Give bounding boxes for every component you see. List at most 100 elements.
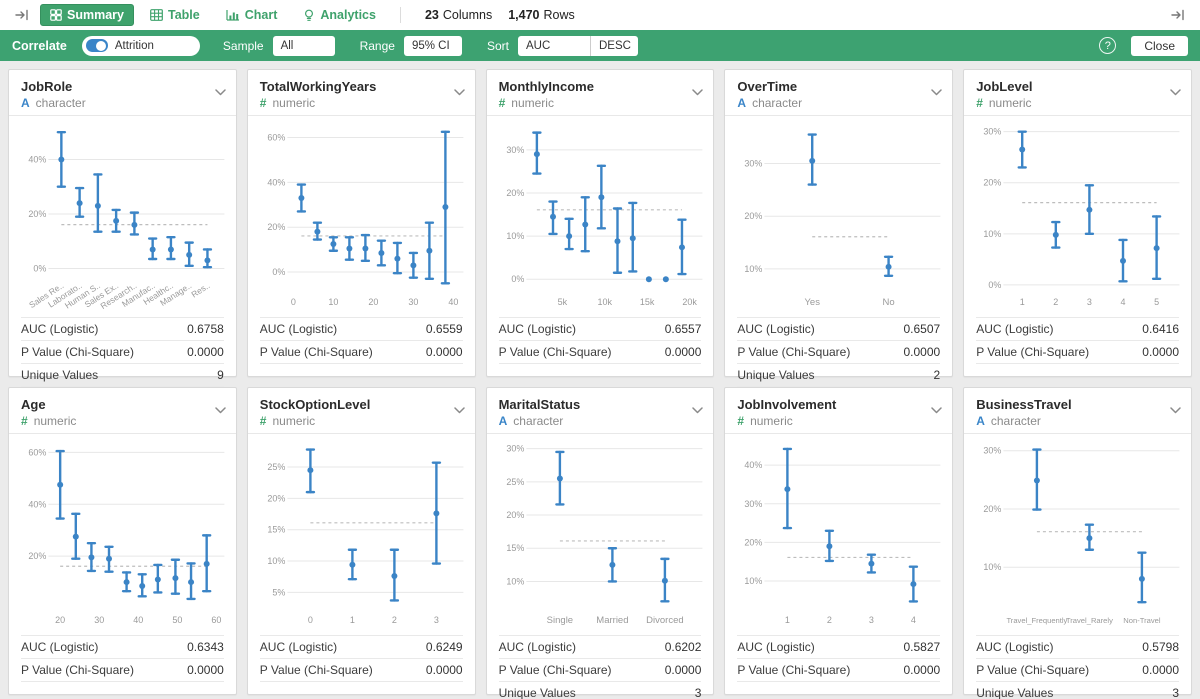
card-type-label: character: [35, 96, 86, 110]
errorbar-chart: 10% 20% 30% 40% 1 2 3 4: [745, 447, 941, 625]
stat-value: 2: [933, 368, 941, 382]
svg-text:10%: 10%: [745, 264, 763, 274]
stat-row: AUC (Logistic) 0.5798: [976, 635, 1179, 658]
range-select[interactable]: 95% CI: [403, 35, 462, 56]
svg-text:10k: 10k: [597, 297, 612, 307]
stat-row: AUC (Logistic) 0.6557: [498, 317, 702, 340]
tab-analytics[interactable]: Analytics: [293, 4, 386, 26]
stat-label: P Value (Chi-Square): [976, 345, 1090, 359]
card-title: MaritalStatus: [498, 397, 581, 412]
chevron-down-icon[interactable]: [1170, 401, 1181, 419]
svg-text:0%: 0%: [33, 264, 46, 274]
stat-row: P Value (Chi-Square) 0.0000: [737, 658, 941, 682]
sort-label: Sort: [486, 38, 509, 53]
stat-value: 0.6343: [187, 640, 224, 654]
close-button-label: Close: [1144, 38, 1175, 53]
tab-chart-label: Chart: [244, 8, 278, 22]
svg-text:20%: 20%: [745, 537, 763, 547]
stat-value: 0.6249: [425, 640, 463, 654]
card-title: MonthlyIncome: [498, 79, 594, 94]
stat-value: 0.0000: [903, 345, 941, 359]
stat-row: Unique Values 2: [737, 363, 941, 387]
character-type-icon: A: [21, 96, 30, 110]
chevron-down-icon[interactable]: [931, 401, 942, 419]
stat-value: 0.0000: [903, 663, 941, 677]
card-type-row: # numeric: [260, 96, 463, 110]
chevron-down-icon[interactable]: [215, 83, 226, 101]
sort-field-select[interactable]: AUC: [517, 35, 590, 56]
tab-summary[interactable]: Summary: [40, 4, 134, 26]
card-type-row: # numeric: [976, 96, 1179, 110]
svg-text:25%: 25%: [267, 462, 285, 472]
svg-text:5k: 5k: [557, 297, 567, 307]
chevron-down-icon[interactable]: [453, 83, 465, 101]
tab-chart[interactable]: Chart: [216, 4, 288, 26]
numeric-type-icon: #: [21, 414, 28, 428]
sample-select[interactable]: All: [272, 35, 335, 56]
svg-text:20%: 20%: [267, 222, 285, 232]
stat-value: 0.5798: [1142, 640, 1179, 654]
chevron-down-icon[interactable]: [931, 83, 942, 101]
stat-row: AUC (Logistic) 0.6202: [498, 635, 702, 658]
stat-label: P Value (Chi-Square): [737, 663, 851, 677]
help-icon[interactable]: ?: [1099, 37, 1117, 54]
tab-table[interactable]: Table: [140, 4, 210, 26]
stat-row: AUC (Logistic) 0.6343: [21, 635, 224, 658]
numeric-type-icon: #: [737, 414, 745, 428]
svg-text:60%: 60%: [28, 447, 46, 457]
stat-row: Unique Values 3: [976, 681, 1179, 699]
svg-text:10%: 10%: [267, 556, 285, 566]
svg-text:0: 0: [308, 615, 313, 625]
tab-table-label: Table: [167, 8, 200, 22]
sample-value: All: [280, 39, 294, 52]
stat-row: P Value (Chi-Square) 0.0000: [737, 340, 941, 363]
stat-value: 0.0000: [187, 345, 224, 359]
svg-text:Single: Single: [546, 615, 572, 626]
svg-text:0%: 0%: [272, 267, 285, 277]
chevron-down-icon[interactable]: [215, 401, 226, 419]
numeric-type-icon: #: [976, 96, 983, 110]
collapse-right-panel-icon[interactable]: [1166, 4, 1190, 26]
tab-summary-label: Summary: [67, 8, 124, 22]
correlate-toolbar: Correlate Attrition Sample All Range 95%…: [0, 30, 1200, 61]
card-type-label: character: [990, 414, 1041, 428]
errorbar-chart: 10% 20% 30% Yes No: [745, 133, 941, 308]
svg-text:30%: 30%: [506, 145, 524, 155]
svg-text:20%: 20%: [984, 178, 1002, 188]
collapse-left-panel-icon[interactable]: [10, 4, 34, 26]
card-chart: 10% 15% 20% 25% 30% Single Married Divorced: [487, 434, 714, 635]
chevron-down-icon[interactable]: [692, 83, 704, 101]
card-type-label: numeric: [272, 96, 316, 110]
stat-label: Unique Values: [498, 686, 576, 699]
sort-direction-select[interactable]: DESC: [589, 35, 638, 56]
svg-text:10%: 10%: [984, 562, 1002, 572]
stat-value: 3: [1172, 686, 1179, 699]
svg-text:50: 50: [172, 615, 182, 625]
errorbar-chart: 0%20%40%Sales Re..Laborato..Human S..Sal…: [27, 130, 225, 311]
card-header: JobInvolvement # numeric: [725, 388, 953, 434]
columns-count-label: Columns: [442, 8, 493, 22]
svg-text:20%: 20%: [745, 211, 763, 221]
stat-label: P Value (Chi-Square): [21, 345, 134, 359]
attrition-target-toggle[interactable]: Attrition: [81, 35, 200, 56]
svg-text:4: 4: [1121, 297, 1126, 307]
sort-field-value: AUC: [525, 39, 551, 52]
rows-count: 1,470 Rows: [508, 8, 575, 22]
svg-text:20%: 20%: [267, 493, 285, 503]
arrow-to-bar-icon: [14, 9, 28, 21]
card-stats: AUC (Logistic) 0.5798 P Value (Chi-Square)…: [964, 635, 1191, 699]
card-header: Age # numeric: [9, 388, 236, 434]
stat-value: 0.0000: [664, 663, 702, 677]
chevron-down-icon[interactable]: [1170, 83, 1181, 101]
stat-row: P Value (Chi-Square) 0.0000: [498, 340, 702, 364]
chevron-down-icon[interactable]: [692, 401, 704, 419]
close-button[interactable]: Close: [1131, 35, 1188, 56]
chevron-down-icon[interactable]: [453, 401, 465, 419]
character-type-icon: A: [976, 414, 985, 428]
stat-value: 3: [694, 686, 702, 699]
stat-value: 0.6557: [664, 322, 702, 336]
